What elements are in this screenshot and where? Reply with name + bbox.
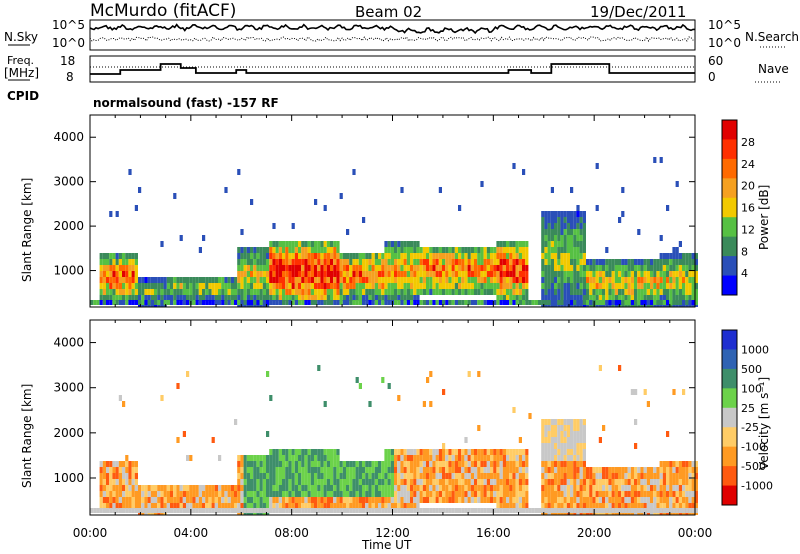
velocity-colorbar-swatch bbox=[722, 485, 737, 506]
power-colorbar-tick-label: 24 bbox=[741, 158, 755, 171]
power-heatmap-cells bbox=[90, 157, 698, 307]
nsky-panel-frame bbox=[89, 19, 696, 51]
nsky-trace bbox=[89, 23, 695, 35]
velocity-colorbar-tick-label: -500 bbox=[741, 460, 766, 473]
beam-title: Beam 02 bbox=[355, 3, 423, 21]
power-colorbar-swatch bbox=[722, 236, 737, 257]
power-colorbar-tick-label: 20 bbox=[741, 180, 755, 193]
power-panel-ytick-label: 4000 bbox=[53, 130, 84, 144]
velocity-colorbar-frame bbox=[721, 329, 738, 506]
xtick-label: 16:00 bbox=[476, 526, 511, 540]
velocity-colorbar-tick-label: -1000 bbox=[741, 480, 773, 493]
velocity-colorbar-swatch bbox=[722, 330, 737, 350]
nsearch-label: N.Search bbox=[745, 30, 800, 44]
freq-trace bbox=[90, 63, 695, 75]
mode-text: normalsound (fast) -157 RF bbox=[93, 96, 279, 110]
nave-label: Nave bbox=[758, 62, 789, 76]
power-colorbar-swatch bbox=[722, 197, 737, 218]
nsky-tick-low: 10^0 bbox=[52, 36, 85, 50]
freq-tick-high: 18 bbox=[60, 54, 76, 68]
cpid-label: CPID bbox=[7, 89, 40, 103]
nsky-tick-high: 10^5 bbox=[52, 18, 85, 32]
freq-tick-low: 8 bbox=[66, 70, 74, 84]
station-title: McMurdo (fitACF) bbox=[90, 1, 237, 21]
power-colorbar-frame bbox=[721, 119, 738, 296]
power-colorbar-tick-label: 16 bbox=[741, 202, 755, 215]
velocity-colorbar-swatch bbox=[722, 349, 737, 370]
velocity-panel-ytick-label: 3000 bbox=[53, 381, 84, 395]
power-colorbar-tick-label: 8 bbox=[741, 245, 748, 258]
power-colorbar-swatch bbox=[722, 256, 737, 277]
power-colorbar-swatch bbox=[722, 275, 737, 296]
freq-unit-label: [MHz] bbox=[4, 66, 40, 80]
nsky-label: N.Sky bbox=[4, 30, 39, 44]
velocity-colorbar-swatch bbox=[722, 407, 737, 428]
xtick-label: 12:00 bbox=[375, 526, 410, 540]
cpid-panel bbox=[89, 85, 696, 111]
nave-tick-high: 60 bbox=[708, 54, 724, 68]
xtick-label: 20:00 bbox=[577, 526, 612, 540]
power-colorbar-swatch bbox=[722, 120, 737, 140]
freq-panel-frame bbox=[89, 55, 696, 83]
nsearch-trace bbox=[89, 36, 696, 42]
xtick-label: 04:00 bbox=[174, 526, 209, 540]
power-colorbar-swatch bbox=[722, 217, 737, 238]
velocity-heatmap-cells bbox=[90, 365, 698, 515]
velocity-colorbar-tick-label: 25 bbox=[741, 402, 755, 415]
velocity-colorbar-swatch bbox=[722, 446, 737, 467]
velocity-colorbar-swatch bbox=[722, 368, 737, 389]
xlabel: Time UT bbox=[362, 538, 412, 552]
power-colorbar-tick-label: 28 bbox=[741, 136, 755, 149]
nsearch-tick-low: 10^0 bbox=[708, 36, 741, 50]
nsearch-tick-high: 10^5 bbox=[708, 18, 741, 32]
velocity-colorbar-tick-label: 1000 bbox=[741, 343, 769, 356]
velocity-colorbar-tick-label: 500 bbox=[741, 363, 762, 376]
velocity-colorbar-tick-label: -25 bbox=[741, 421, 759, 434]
freq-label: Freq. bbox=[7, 54, 35, 67]
power-colorbar-swatch bbox=[722, 158, 737, 179]
velocity-colorbar-tick-label: 100 bbox=[741, 382, 762, 395]
velocity-panel-ytick-label: 1000 bbox=[53, 471, 84, 485]
velocity-colorbar-swatch bbox=[722, 466, 737, 487]
velocity-panel-ytick-label: 4000 bbox=[53, 336, 84, 350]
power-panel-ytick-label: 3000 bbox=[53, 175, 84, 189]
velocity-colorbar-tick-label: -100 bbox=[741, 441, 766, 454]
velocity-colorbar-swatch bbox=[722, 388, 737, 409]
nave-tick-low: 0 bbox=[708, 70, 716, 84]
xtick-label: 08:00 bbox=[274, 526, 309, 540]
power-colorbar-swatch bbox=[722, 178, 737, 199]
date-title: 19/Dec/2011 bbox=[590, 3, 687, 21]
velocity-panel-ytick-label: 2000 bbox=[53, 426, 84, 440]
power-colorbar-tick-label: 12 bbox=[741, 223, 755, 236]
power-colorbar-tick-label: 4 bbox=[741, 267, 748, 280]
xtick-label: 00:00 bbox=[678, 526, 713, 540]
power-panel-ytick-label: 1000 bbox=[53, 264, 84, 278]
power-panel-ytick-label: 2000 bbox=[53, 219, 84, 233]
xtick-label: 00:00 bbox=[73, 526, 108, 540]
power-colorbar-swatch bbox=[722, 139, 737, 160]
velocity-colorbar-swatch bbox=[722, 427, 737, 448]
